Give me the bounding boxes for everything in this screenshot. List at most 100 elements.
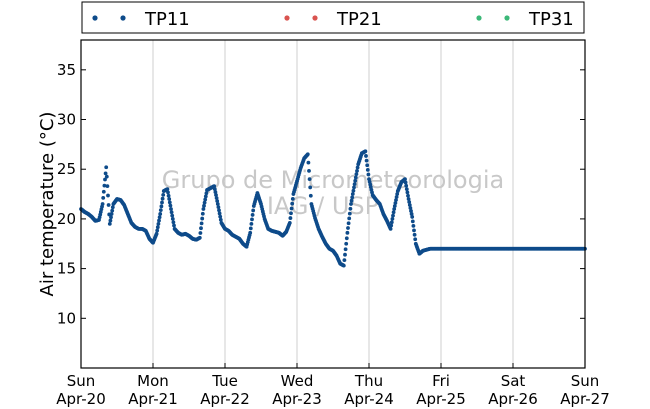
data-point [154, 231, 159, 236]
data-point [101, 189, 106, 194]
data-point [366, 172, 371, 177]
data-point [346, 226, 350, 230]
data-point [288, 216, 293, 220]
data-point [412, 228, 416, 233]
data-point [158, 212, 163, 216]
data-point [353, 178, 358, 183]
data-point [218, 217, 223, 222]
x-tick-label-day: Wed [281, 372, 314, 390]
x-tick-label-date: Apr-22 [200, 390, 250, 408]
legend-marker-tp31 [504, 15, 510, 21]
data-point [197, 235, 202, 240]
data-point [251, 208, 256, 213]
legend-marker-tp21 [284, 15, 290, 21]
data-point [404, 183, 409, 188]
data-point [403, 177, 407, 182]
data-point [172, 223, 176, 228]
data-point [167, 197, 172, 201]
data-point [347, 216, 352, 221]
data-point [346, 221, 351, 226]
data-point [200, 216, 205, 221]
x-tick-label-date: Apr-25 [416, 390, 466, 408]
legend-label-tp21: TP21 [336, 9, 382, 30]
data-point [106, 193, 110, 198]
data-point [307, 168, 311, 173]
plot-area [81, 40, 585, 368]
x-tick-label-day: Tue [211, 372, 238, 390]
legend-marker-tp11 [120, 15, 126, 21]
x-tick-label-day: Thu [354, 372, 383, 390]
data-point [203, 197, 208, 202]
data-point [212, 184, 217, 189]
data-point [157, 215, 162, 220]
data-point [352, 182, 357, 187]
y-tick-label: 25 [57, 160, 76, 178]
data-point [393, 201, 398, 205]
data-point [350, 195, 355, 200]
data-point [170, 217, 175, 221]
data-point [343, 247, 348, 252]
data-point [410, 215, 415, 219]
x-tick-label-date: Apr-21 [128, 390, 178, 408]
data-point [159, 204, 164, 209]
data-point [345, 230, 350, 235]
data-point [199, 226, 203, 231]
data-point [354, 172, 359, 177]
data-point [218, 214, 223, 219]
data-point [365, 163, 370, 168]
data-point [249, 221, 254, 226]
data-point [412, 232, 417, 237]
x-tick-label-day: Sat [501, 372, 526, 390]
data-point [364, 158, 369, 163]
y-tick-label: 10 [57, 309, 76, 327]
data-point [104, 174, 109, 179]
data-point [391, 210, 396, 215]
data-point [389, 223, 394, 228]
data-point [250, 217, 254, 222]
data-point [410, 219, 415, 224]
data-point [217, 208, 221, 213]
x-tick-label-date: Apr-24 [344, 390, 394, 408]
data-point [214, 196, 219, 200]
data-point [156, 221, 161, 226]
data-point [110, 208, 115, 213]
data-point [395, 192, 400, 196]
data-point [408, 206, 413, 210]
data-point [349, 198, 354, 203]
data-point [355, 165, 360, 170]
data-point [100, 202, 105, 206]
data-point [170, 213, 175, 218]
y-tick-label: 35 [57, 61, 76, 79]
legend-marker-tp11 [92, 15, 98, 21]
data-point [289, 206, 294, 211]
data-points [79, 149, 587, 268]
y-tick-label: 20 [57, 210, 76, 228]
data-point [217, 211, 222, 216]
data-point [107, 221, 112, 226]
data-point [215, 202, 220, 206]
data-point [213, 190, 218, 194]
x-tick-label-day: Fri [432, 372, 450, 390]
data-point [202, 200, 207, 205]
data-point [406, 193, 410, 198]
data-point [391, 213, 395, 218]
data-point [155, 225, 160, 230]
data-point [168, 203, 173, 208]
data-point [349, 202, 353, 206]
legend-frame [81, 1, 585, 34]
data-point [108, 218, 113, 223]
data-point [101, 195, 106, 200]
data-point [403, 180, 408, 185]
data-point [348, 206, 353, 211]
data-point [347, 211, 352, 216]
data-point [212, 187, 217, 191]
data-point [171, 220, 176, 225]
data-point [166, 190, 170, 195]
gridlines [152, 40, 514, 368]
y-axis-label: Air temperature (°C) [37, 112, 58, 297]
data-point [102, 183, 107, 188]
data-point [155, 228, 160, 233]
data-point [203, 194, 208, 199]
data-point [389, 220, 394, 225]
data-point [306, 160, 311, 165]
